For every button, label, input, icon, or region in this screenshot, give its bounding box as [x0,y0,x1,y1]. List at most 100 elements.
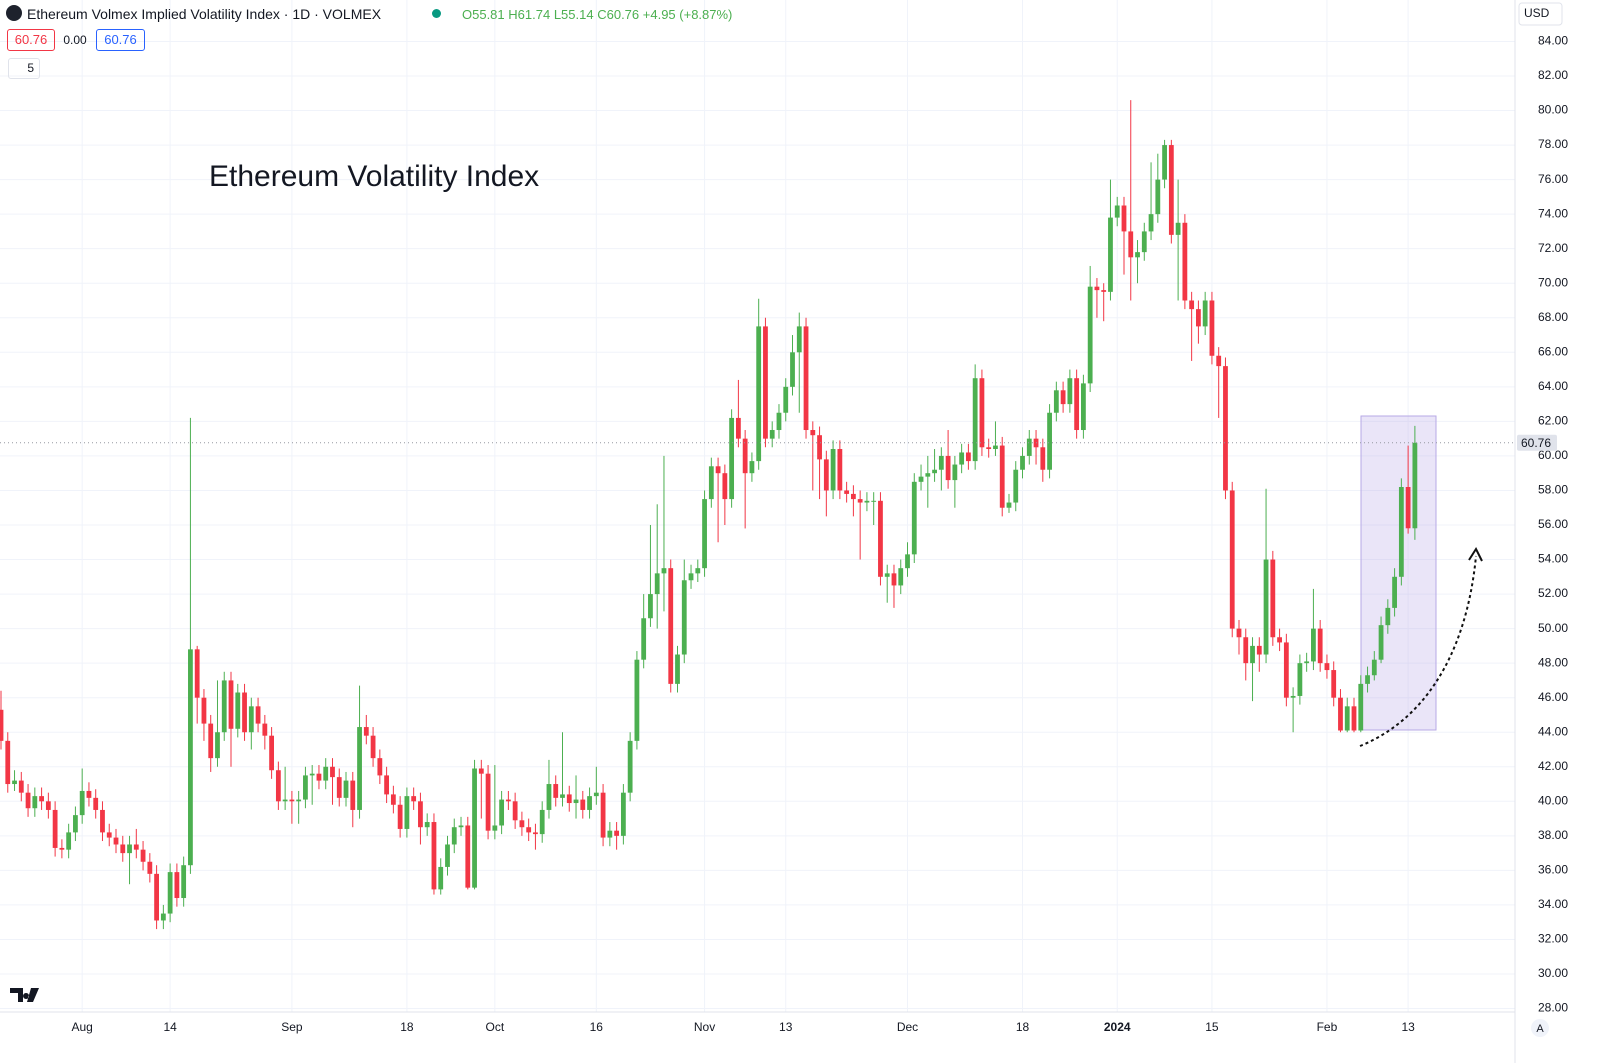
candle-body [938,455,944,470]
y-tick-label: 60.00 [1538,448,1568,462]
candle-body [972,378,978,462]
candle-body [668,568,674,684]
candle-body [248,706,254,733]
candle-body [1060,390,1066,405]
candle-body [1236,628,1242,638]
currency-box[interactable] [1518,2,1563,26]
candle-body [1365,675,1370,684]
candle-body [925,473,931,477]
candle-body [39,796,44,802]
y-tick-label: 28.00 [1538,1001,1568,1015]
candle-body [350,780,356,810]
candle-body [722,473,728,500]
candle-body [891,573,897,586]
trend-arrow [1359,555,1477,747]
candle-body [478,768,484,774]
ohlc-open: O55.81 [462,7,505,22]
symbol-title: Ethereum Volmex Implied Volatility Index… [27,6,382,22]
y-tick-label: 54.00 [1538,552,1568,566]
y-tick-label: 30.00 [1538,966,1568,980]
candle-body [1040,447,1046,470]
last-price-label: 60.76 [1521,436,1551,450]
x-tick-label: Nov [694,1020,715,1034]
y-tick-label: 82.00 [1538,68,1568,82]
y-tick-label: 72.00 [1538,241,1568,255]
candle-body [1189,300,1195,310]
candle-body [1385,607,1391,626]
candle-body [275,770,281,802]
candle-body [1277,637,1282,643]
candle-body [708,466,714,500]
candle-body [810,430,816,436]
candle-body [1216,355,1222,367]
candle-body [1250,645,1255,664]
candle-body [1182,222,1188,301]
y-tick-label: 52.00 [1538,586,1568,600]
candle-body [18,780,24,793]
candle-body [675,654,680,684]
candle-body [1256,645,1262,655]
y-tick-label: 76.00 [1538,172,1568,186]
candle-body [303,775,308,800]
x-tick-label: Aug [72,1020,93,1034]
last-price-box [1517,434,1557,451]
x-tick-label: Feb [1317,1020,1338,1034]
candle-body [796,326,802,353]
candle-body [1405,487,1411,529]
candle-body [100,809,105,833]
candle-body [1074,378,1080,431]
candle-body [1135,252,1140,258]
candle-body [1209,300,1215,356]
candle-body [627,740,633,793]
candle-body [1297,663,1303,696]
candle-body [384,775,390,795]
candle-body [215,732,220,759]
candle-body [898,568,904,586]
candle-body [357,727,362,810]
candle-body [1101,290,1107,292]
candle-body [1094,286,1100,291]
candle-body [1331,670,1337,698]
candle-body [587,796,592,810]
ohlc-change: +4.95 (+8.87%) [642,7,733,22]
candle-body [641,618,647,660]
candle-body [749,461,755,474]
candle-body [533,832,538,835]
candle-body [1108,217,1113,292]
candle-body [66,832,72,850]
y-tick-label: 34.00 [1538,897,1568,911]
sell-price[interactable]: 60.76 [7,29,55,51]
candle-body [830,449,836,491]
candle-body [803,326,809,431]
candle-body [167,872,173,914]
y-tick-label: 32.00 [1538,932,1568,946]
candle-body [12,780,17,785]
candle-body [519,820,525,828]
candle-body [560,794,565,798]
candle-body [837,449,843,491]
candle-body [113,837,119,845]
candle-body [343,780,349,798]
candle-body [363,727,369,736]
indicator-toggle[interactable]: 5 [8,58,40,79]
candle-body [911,481,917,555]
candle-body [228,680,234,729]
candle-body [817,435,822,460]
candle-body [86,790,92,798]
candle-body [850,493,856,500]
candle-body [1141,231,1147,253]
candle-body [32,796,38,809]
grid [0,0,1515,1012]
scale-mode-button[interactable] [1531,1019,1549,1037]
buy-price[interactable]: 60.76 [96,29,145,51]
candle-body [735,417,741,439]
indicator-count: 5 [27,61,34,75]
y-tick-label: 84.00 [1538,34,1568,48]
candle-body [330,766,335,778]
y-tick-label: 44.00 [1538,724,1568,738]
candle-body [316,773,322,781]
candle-body [539,809,545,835]
candle-body [965,452,971,462]
candle-body [661,568,667,574]
